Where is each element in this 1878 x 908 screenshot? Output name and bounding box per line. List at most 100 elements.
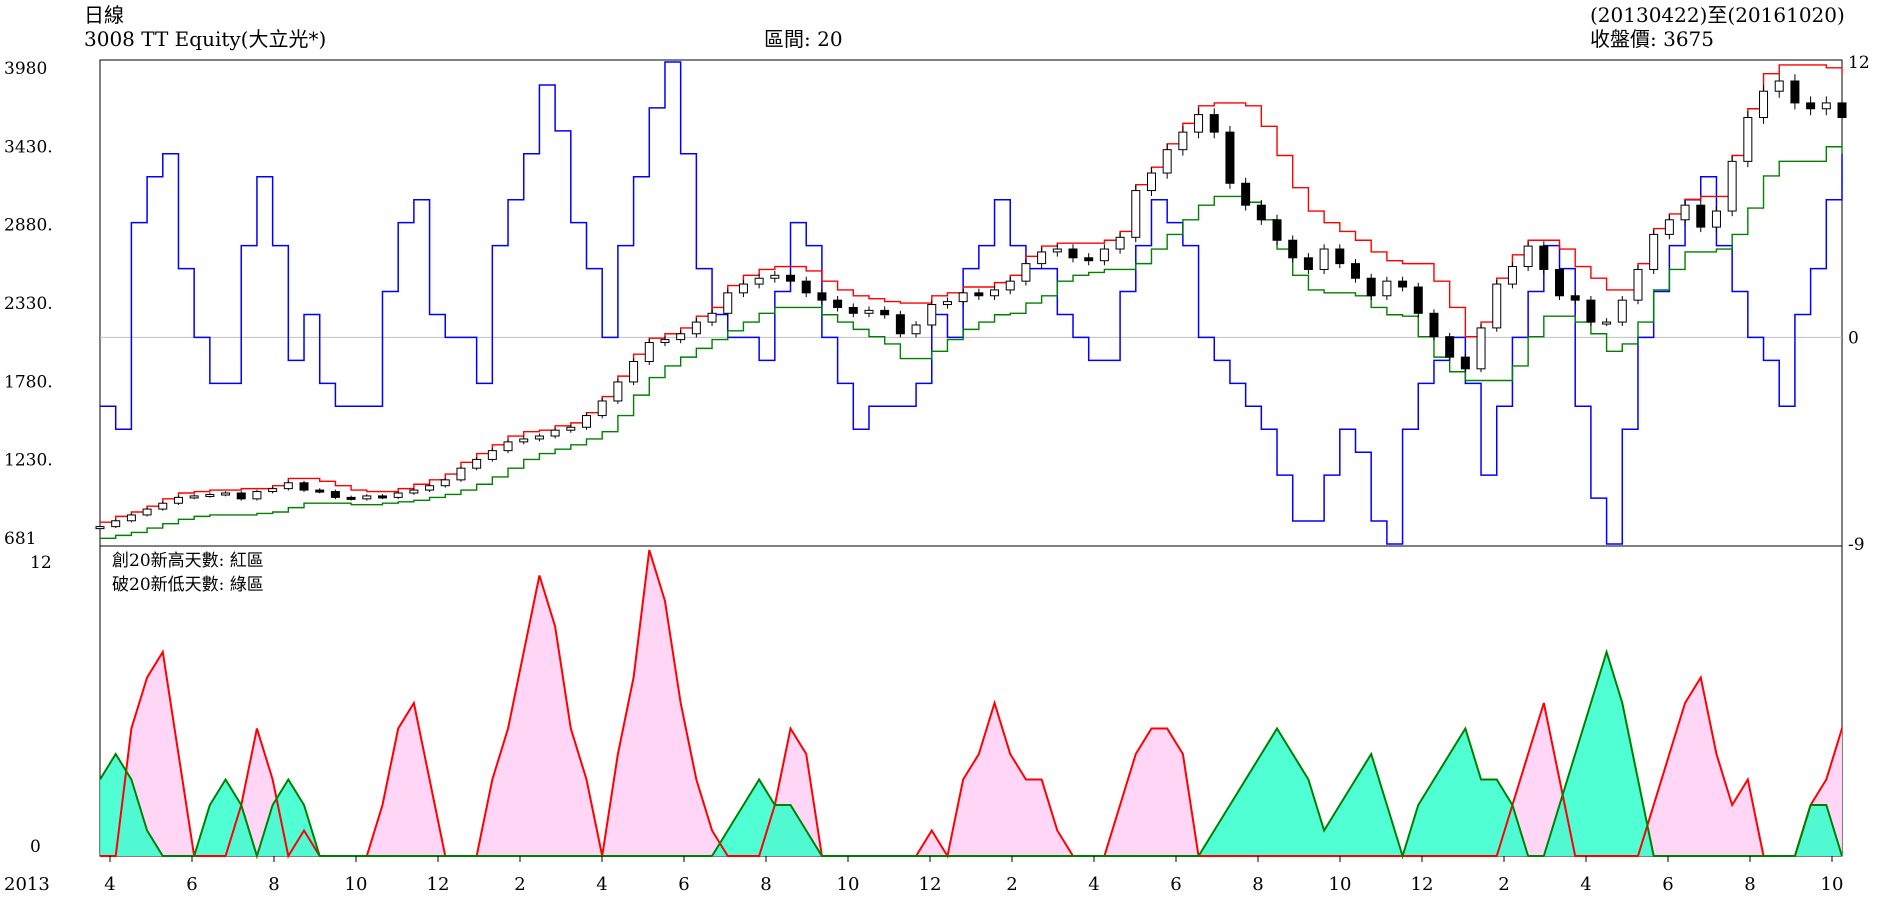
price-candle xyxy=(848,306,858,314)
price-candle xyxy=(503,441,513,452)
price-candle xyxy=(1366,277,1376,297)
price-candle xyxy=(173,496,183,504)
price-candle xyxy=(1492,283,1502,329)
x-tick-label: 8 xyxy=(1744,874,1755,895)
security-title: 3008 TT Equity(大立光*) xyxy=(84,27,327,51)
price-candle xyxy=(629,361,639,383)
close-price-label: 收盤價: 3675 xyxy=(1590,27,1714,51)
new-low-area xyxy=(100,652,1842,856)
upper-channel-line xyxy=(100,64,1843,523)
x-year-label: 2013 xyxy=(4,874,50,895)
price-candle xyxy=(1162,149,1172,174)
y-left-tick-label: 1780. xyxy=(4,372,53,392)
y-right-tick-label: 12 xyxy=(1848,53,1870,73)
price-candle xyxy=(691,321,701,335)
price-candle xyxy=(393,492,403,498)
legend-annotation: 破20新低天數: 綠區 xyxy=(112,575,264,595)
price-candle xyxy=(1178,131,1188,151)
price-candle xyxy=(1115,236,1125,250)
price-candle xyxy=(550,429,560,437)
y-right-tick-label: -9 xyxy=(1848,535,1865,555)
x-tick-label: 2 xyxy=(514,874,525,895)
price-candle xyxy=(95,526,105,530)
price-candle xyxy=(1570,295,1580,301)
price-candle xyxy=(738,283,748,294)
price-candle xyxy=(1821,102,1831,110)
price-panel-frame xyxy=(99,59,1843,547)
lower-channel-line xyxy=(100,146,1843,540)
price-candle xyxy=(1664,219,1674,235)
price-candle xyxy=(1759,90,1769,119)
price-candle xyxy=(1335,248,1345,265)
price-candle xyxy=(1617,299,1627,323)
price-candle xyxy=(1743,117,1753,162)
x-tick-label: 8 xyxy=(760,874,771,895)
price-candle xyxy=(440,479,450,487)
price-candle xyxy=(1021,263,1031,282)
y-bottom-tick-label: 12 xyxy=(30,553,52,573)
chart-type-label: 日線 xyxy=(84,3,124,27)
y-left-tick-label: 681 xyxy=(4,529,36,549)
price-candle xyxy=(1413,286,1423,314)
price-candle xyxy=(221,492,231,496)
price-candle xyxy=(1084,257,1094,262)
price-candle xyxy=(1146,172,1156,192)
price-candle xyxy=(1209,114,1219,133)
date-range-label: (20130422)至(20161020) xyxy=(1590,3,1845,27)
price-candle xyxy=(880,309,890,316)
price-candle xyxy=(1602,321,1612,325)
y-left-tick-label: 3430. xyxy=(4,137,53,157)
price-candle xyxy=(597,400,607,417)
x-tick-label: 4 xyxy=(596,874,607,895)
price-candle xyxy=(1476,327,1486,370)
legend-annotation: 創20新高天數: 紅區 xyxy=(112,551,264,571)
x-tick-label: 6 xyxy=(1170,874,1181,895)
price-candle xyxy=(833,299,843,308)
price-candle xyxy=(362,495,372,500)
y-left-tick-label: 2880. xyxy=(4,216,53,236)
x-tick-label: 12 xyxy=(427,874,450,895)
price-candle xyxy=(1774,80,1784,92)
new-high-line xyxy=(100,549,1843,859)
price-candle xyxy=(189,495,199,499)
x-tick-label: 10 xyxy=(1821,874,1844,895)
price-candle xyxy=(1555,268,1565,297)
price-panel: 3980 3430. 2880. 2330. 1780. 1230. 681 12 0 -9 xyxy=(4,53,1870,555)
price-candle xyxy=(283,482,293,490)
price-candle xyxy=(1099,248,1109,262)
price-candle xyxy=(1052,248,1062,253)
price-candle xyxy=(582,415,592,428)
price-candle xyxy=(1523,245,1533,268)
price-candle xyxy=(409,489,419,494)
price-candle xyxy=(472,458,482,469)
price-candle xyxy=(801,280,811,294)
price-candle xyxy=(1696,204,1706,228)
price-candle xyxy=(1445,336,1455,358)
price-candle xyxy=(723,292,733,314)
price-candle xyxy=(330,491,340,498)
x-axis: 2013 4 6 8 10 12 2 4 6 8 10 12 2 4 6 8 10 12 2 4 6 8 10 xyxy=(4,856,1843,895)
price-candle xyxy=(707,312,717,323)
x-tick-label: 6 xyxy=(678,874,689,895)
x-tick-label: 2 xyxy=(1006,874,1017,895)
price-candle xyxy=(1790,80,1800,104)
price-candle xyxy=(974,292,984,297)
price-candle xyxy=(786,274,796,282)
price-candle xyxy=(142,508,152,516)
price-candle xyxy=(158,502,168,510)
new-high-area xyxy=(100,550,1842,856)
price-candle xyxy=(990,289,1000,297)
price-candle xyxy=(895,314,905,335)
price-candle xyxy=(1680,204,1690,221)
price-candle xyxy=(927,304,937,326)
price-candle xyxy=(942,301,952,306)
new-low-line xyxy=(99,648,1843,860)
price-candle xyxy=(1633,268,1643,301)
price-candle xyxy=(1225,131,1235,184)
price-candle xyxy=(1256,204,1266,221)
price-candle xyxy=(1241,182,1251,206)
price-candle xyxy=(346,496,356,500)
price-candle xyxy=(958,292,968,303)
price-candle xyxy=(236,492,246,500)
price-candle xyxy=(534,435,544,440)
